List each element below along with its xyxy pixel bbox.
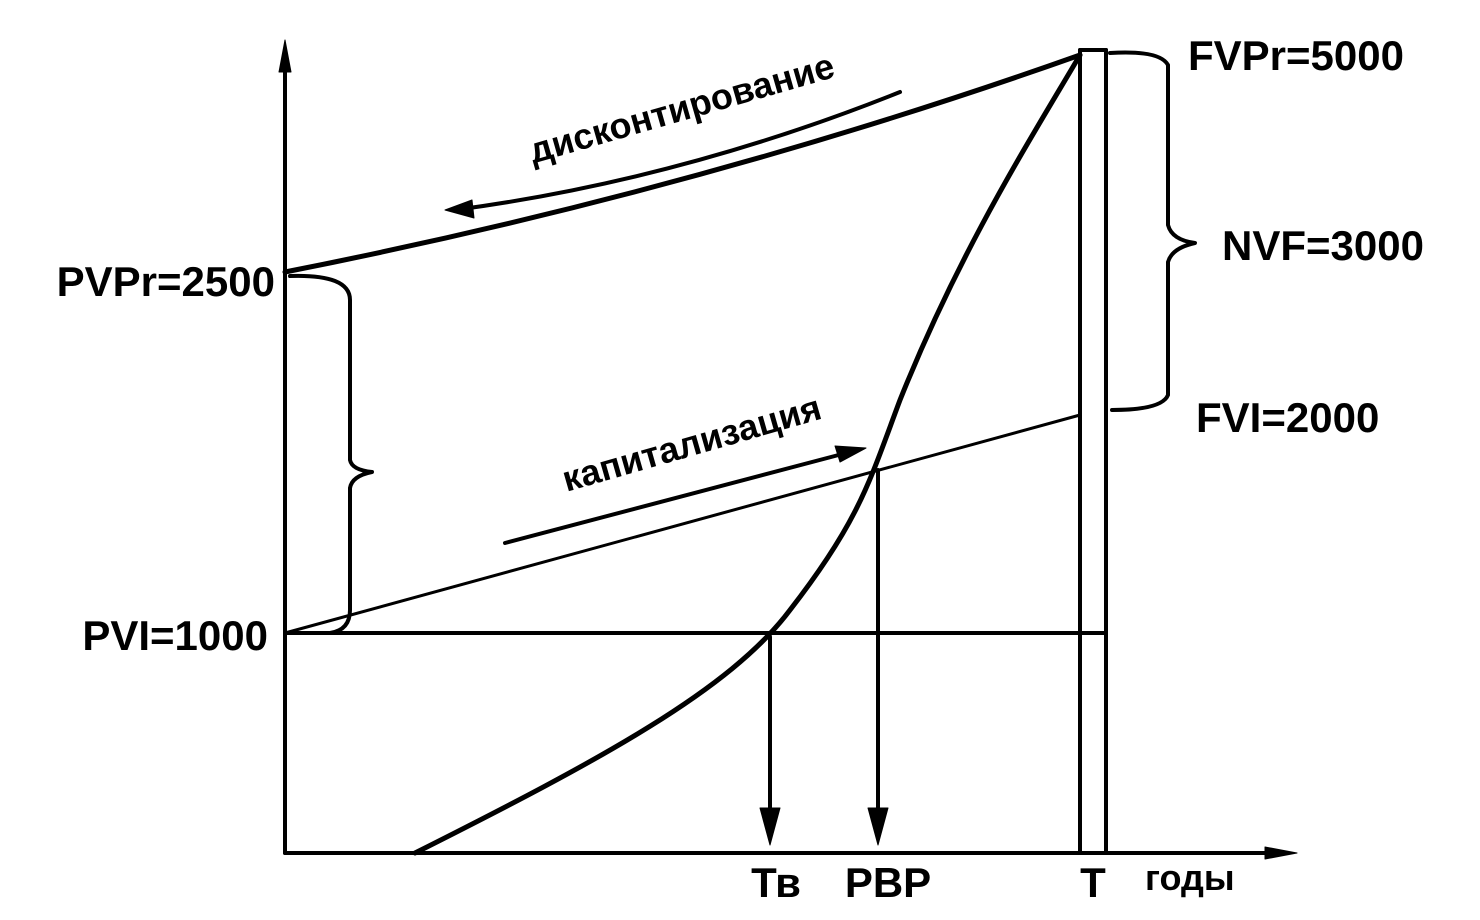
discount-line bbox=[282, 52, 1083, 275]
x-axis-arrow bbox=[1264, 846, 1298, 860]
discount-arrow bbox=[453, 90, 902, 212]
right-label: FVI=2000 bbox=[1196, 394, 1379, 441]
x-label: PBP bbox=[845, 859, 931, 906]
x-label: Тв bbox=[751, 859, 801, 906]
right-label: NVF=3000 bbox=[1222, 222, 1424, 269]
tv-arrowhead bbox=[759, 807, 781, 846]
pbp-arrowhead bbox=[867, 807, 889, 846]
annotation: дисконтирование bbox=[524, 45, 839, 171]
capitalization-arrowhead bbox=[834, 445, 867, 463]
x-label: годы bbox=[1145, 857, 1235, 898]
right-label: FVPr=5000 bbox=[1188, 32, 1404, 79]
y-label: PVI=1000 bbox=[82, 612, 268, 659]
capitalization-line bbox=[283, 413, 1082, 635]
left-brace bbox=[288, 273, 374, 635]
right-brace bbox=[1108, 50, 1197, 412]
capitalization-arrow bbox=[503, 450, 852, 545]
discount-arrowhead bbox=[444, 199, 475, 219]
x-label: T bbox=[1080, 859, 1106, 906]
y-label: PVPr=2500 bbox=[57, 258, 275, 305]
cumulative-curve bbox=[412, 52, 1083, 856]
y-axis-arrow bbox=[278, 39, 292, 73]
annotation: капитализация bbox=[557, 386, 825, 499]
